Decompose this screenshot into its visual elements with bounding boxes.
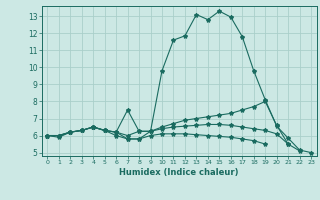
X-axis label: Humidex (Indice chaleur): Humidex (Indice chaleur): [119, 168, 239, 177]
